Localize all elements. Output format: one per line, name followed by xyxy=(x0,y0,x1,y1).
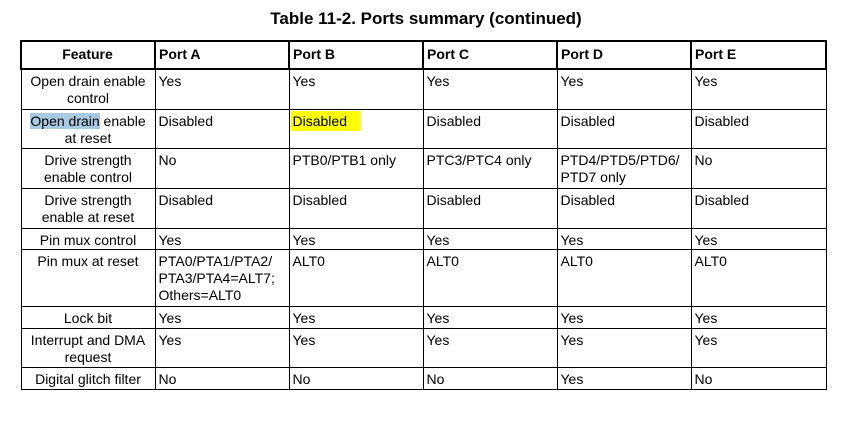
port-cell: Yes xyxy=(288,305,424,329)
feature-cell: Pin mux control xyxy=(20,227,156,250)
table-row: Open drain enable at reset Disabled Disabl… xyxy=(20,108,827,149)
port-cell: Yes xyxy=(556,327,692,368)
header-port-c: Port C xyxy=(422,40,558,70)
port-cell: PTC3/PTC4 only xyxy=(422,147,558,189)
header-port-b: Port B xyxy=(288,40,424,70)
port-cell: Yes xyxy=(690,327,827,368)
port-cell: No xyxy=(154,147,290,189)
selected-text: Open drain xyxy=(30,112,100,129)
port-cell: Yes xyxy=(690,227,827,250)
port-cell: PTD4/PTD5/PTD6/ PTD7 only xyxy=(556,147,692,189)
table-row: Digital glitch filter No No No Yes No xyxy=(20,366,827,390)
feature-cell: Digital glitch filter xyxy=(20,366,156,390)
port-cell: Disabled xyxy=(288,187,424,229)
port-cell: Yes xyxy=(422,327,558,368)
port-cell: No xyxy=(690,147,827,189)
feature-cell: Interrupt and DMA request xyxy=(20,327,156,368)
highlighted-text: Disabled xyxy=(290,110,361,131)
header-port-e: Port E xyxy=(690,40,827,70)
port-cell: PTB0/PTB1 only xyxy=(288,147,424,189)
feature-cell: Lock bit xyxy=(20,305,156,329)
port-cell: Disabled xyxy=(288,108,424,149)
feature-cell: Open drain enable control xyxy=(20,68,156,110)
port-cell: Disabled xyxy=(556,187,692,229)
port-cell: Disabled xyxy=(556,108,692,149)
port-cell: Yes xyxy=(288,68,424,110)
port-cell: No xyxy=(690,366,827,390)
port-cell: Yes xyxy=(556,227,692,250)
port-cell: Disabled xyxy=(154,108,290,149)
port-cell: Yes xyxy=(154,68,290,110)
port-cell: Disabled xyxy=(422,108,558,149)
port-cell: PTA0/PTA1/PTA2/ PTA3/PTA4=ALT7; Others=A… xyxy=(154,248,290,307)
port-cell: ALT0 xyxy=(556,248,692,307)
feature-cell: Drive strength enable control xyxy=(20,147,156,189)
table-row: Pin mux at reset PTA0/PTA1/PTA2/ PTA3/PTA… xyxy=(20,248,827,307)
port-cell: Yes xyxy=(288,327,424,368)
feature-cell: Pin mux at reset xyxy=(20,248,156,307)
header-row: Feature Port A Port B Port C Port D Port… xyxy=(20,40,827,70)
port-cell: Yes xyxy=(556,366,692,390)
header-port-d: Port D xyxy=(556,40,692,70)
table-row: Open drain enable control Yes Yes Yes Yes Yes xyxy=(20,68,827,110)
header-port-a: Port A xyxy=(154,40,290,70)
header-feature: Feature xyxy=(20,40,156,70)
table-row: Pin mux control Yes Yes Yes Yes Yes xyxy=(20,227,827,250)
port-cell: Yes xyxy=(556,305,692,329)
port-cell: Yes xyxy=(288,227,424,250)
feature-cell: Open drain enable at reset xyxy=(20,108,156,149)
port-cell: Disabled xyxy=(690,187,827,229)
port-cell: Yes xyxy=(422,68,558,110)
table-row: Drive strength enable control No PTB0/PTB1… xyxy=(20,147,827,189)
feature-cell: Drive strength enable at reset xyxy=(20,187,156,229)
port-cell: ALT0 xyxy=(690,248,827,307)
table-row: Drive strength enable at reset Disabled Di… xyxy=(20,187,827,229)
port-cell: No xyxy=(288,366,424,390)
port-cell: Yes xyxy=(690,68,827,110)
port-cell: No xyxy=(154,366,290,390)
table-row: Lock bit Yes Yes Yes Yes Yes xyxy=(20,305,827,329)
port-cell: No xyxy=(422,366,558,390)
table-title: Table 11-2. Ports summary (continued) xyxy=(270,9,582,28)
ports-summary-table: Feature Port A Port B Port C Port D Port… xyxy=(20,40,827,390)
port-cell: Yes xyxy=(154,227,290,250)
port-cell: ALT0 xyxy=(288,248,424,307)
port-cell: Yes xyxy=(690,305,827,329)
port-cell: Yes xyxy=(154,305,290,329)
port-cell: Yes xyxy=(154,327,290,368)
port-cell: Disabled xyxy=(154,187,290,229)
port-cell: Yes xyxy=(422,305,558,329)
port-cell: Disabled xyxy=(690,108,827,149)
port-cell: Yes xyxy=(422,227,558,250)
port-cell: ALT0 xyxy=(422,248,558,307)
feature-text: enable at reset xyxy=(64,112,146,146)
port-cell: Yes xyxy=(556,68,692,110)
port-cell: Disabled xyxy=(422,187,558,229)
table-row: Interrupt and DMA request Yes Yes Yes Yes Yes xyxy=(20,327,827,368)
